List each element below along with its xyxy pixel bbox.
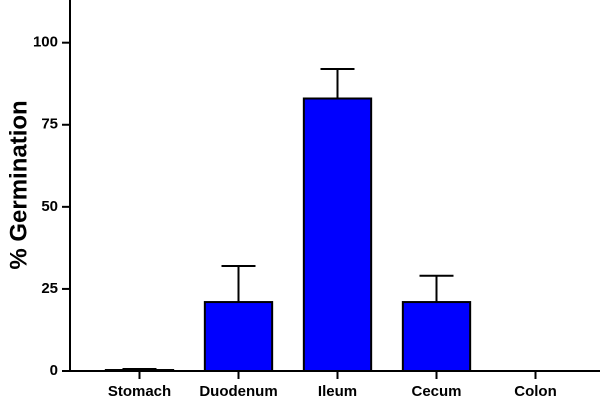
x-tick-label: Colon [514, 383, 557, 400]
bar [401, 301, 472, 372]
bar [302, 97, 373, 372]
y-tick-label: 50 [41, 198, 58, 215]
y-tick-label: 100 [33, 34, 58, 51]
x-tick-label: Stomach [108, 383, 171, 400]
bar [203, 301, 274, 372]
x-tick-label: Cecum [411, 383, 461, 400]
y-tick-label: 0 [50, 362, 58, 379]
y-tick-label: 25 [41, 280, 58, 297]
bar [104, 369, 175, 373]
y-axis-label: % Germination [5, 100, 32, 269]
x-tick-label: Ileum [318, 383, 357, 400]
x-tick-label: Duodenum [199, 383, 277, 400]
y-tick-label: 75 [41, 116, 58, 133]
